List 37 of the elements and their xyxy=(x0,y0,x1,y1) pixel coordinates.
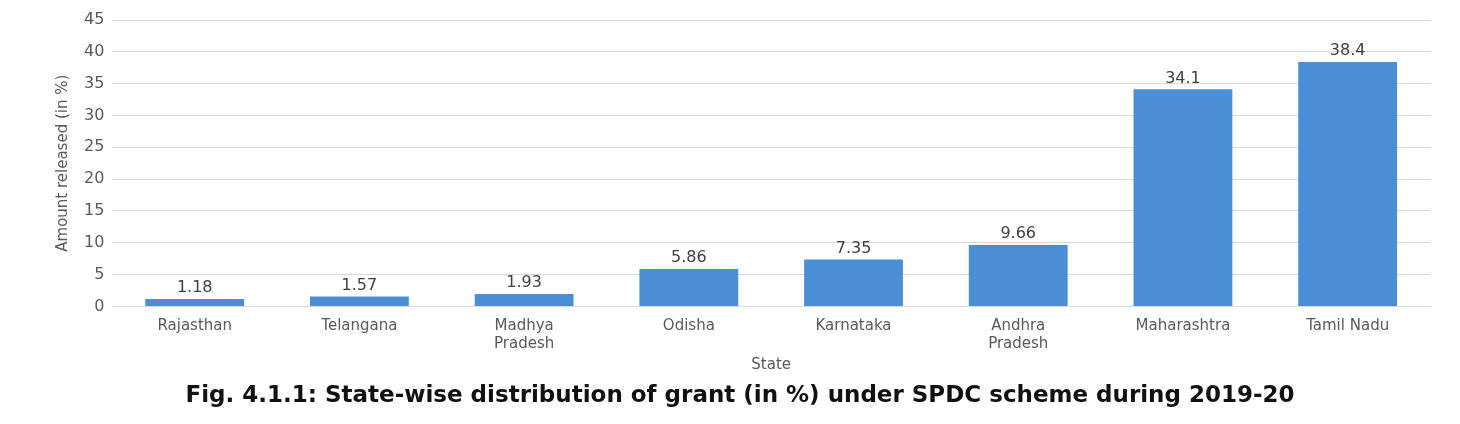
data-label: 7.35 xyxy=(835,237,872,257)
x-tick-label: Odisha xyxy=(662,316,715,335)
x-tick-label: Telangana xyxy=(320,316,398,335)
y-tick-label: 30 xyxy=(84,104,105,124)
x-tick-label: Maharashtra xyxy=(1135,316,1231,335)
bar xyxy=(1298,62,1398,306)
y-tick-label: 0 xyxy=(94,295,105,315)
data-label: 1.57 xyxy=(341,274,378,294)
bar xyxy=(639,269,739,306)
y-tick-label: 45 xyxy=(84,9,105,29)
x-tick-label: Tamil Nadu xyxy=(1305,316,1390,335)
x-tick-label: Rajasthan xyxy=(157,316,232,335)
y-tick-label: 10 xyxy=(84,231,105,251)
y-tick-label: 5 xyxy=(94,263,105,283)
x-tick-label: Madhya Pradesh xyxy=(494,316,555,353)
bar xyxy=(804,259,903,306)
bar xyxy=(968,244,1068,306)
data-label: 1.18 xyxy=(176,277,213,297)
x-tick-label: Karnataka xyxy=(815,316,892,335)
data-label: 34.1 xyxy=(1165,67,1201,87)
x-tick-label: Andhra Pradesh xyxy=(988,316,1049,353)
y-tick-label: 20 xyxy=(84,168,105,188)
y-tick-label: 35 xyxy=(84,72,105,92)
data-label: 1.93 xyxy=(506,272,542,292)
data-label: 9.66 xyxy=(1000,223,1037,243)
bar xyxy=(310,296,409,306)
y-tick-label: 40 xyxy=(84,40,105,60)
data-label: 5.86 xyxy=(671,247,707,267)
bar xyxy=(1133,89,1233,306)
y-tick-label: 15 xyxy=(84,200,105,220)
y-axis-title: Amount released (in %) xyxy=(52,74,71,252)
bar xyxy=(145,298,245,306)
bar xyxy=(474,294,574,306)
text: Fig. 4.1.1: State-wise distribution of grant (in %) under SPDC scheme during 2019-20 xyxy=(185,381,1295,408)
x-axis-title: State xyxy=(751,355,792,374)
y-tick-label: 25 xyxy=(84,136,105,156)
data-label: 38.4 xyxy=(1329,40,1366,60)
